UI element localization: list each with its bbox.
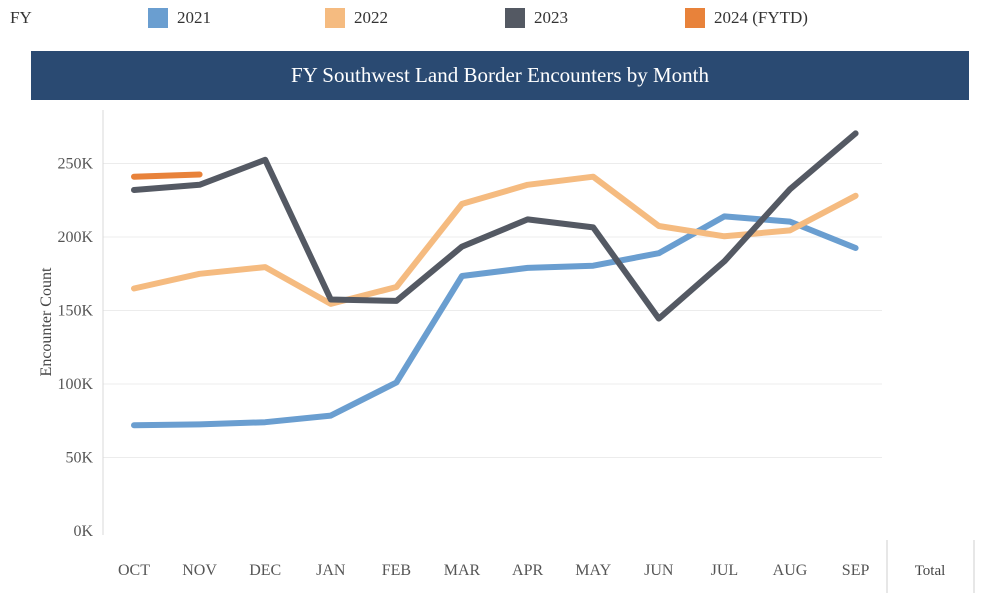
legend-item-2024[interactable]: 2024 (FYTD)	[685, 7, 808, 29]
series-lines	[131, 130, 859, 429]
y-tick-label: 50K	[65, 450, 93, 467]
x-tick-label: JAN	[316, 562, 346, 579]
y-axis-title: Encounter Count	[38, 267, 55, 376]
legend: FY 2021 2022 2023 2024 (FYTD)	[0, 0, 988, 36]
legend-label-2023: 2023	[534, 8, 568, 27]
chart-title-bar: FY Southwest Land Border Encounters by M…	[31, 51, 969, 100]
x-tick-label: NOV	[182, 562, 217, 579]
axes	[102, 110, 975, 593]
series-line-2022[interactable]	[131, 173, 859, 307]
axis-labels: 0K 50K 100K 150K 200K 250K OCT NOV DEC JAN FEB MAR A…	[38, 156, 945, 580]
y-tick-label: 0K	[73, 523, 93, 540]
series-line-2024[interactable]	[131, 171, 203, 180]
y-tick-label: 100K	[57, 376, 93, 393]
x-tick-label: MAY	[575, 562, 611, 579]
legend-item-2021[interactable]: 2021	[148, 7, 211, 29]
legend-title: FY	[10, 8, 32, 27]
gridlines	[103, 163, 882, 458]
x-tick-label: SEP	[842, 562, 870, 579]
chart-title: FY Southwest Land Border Encounters by M…	[290, 63, 709, 87]
x-tick-label: DEC	[249, 562, 281, 579]
legend-swatch-2022	[325, 8, 345, 28]
x-tick-label: JUL	[711, 562, 739, 579]
x-tick-label: FEB	[382, 562, 411, 579]
legend-label-2022: 2022	[354, 8, 388, 27]
legend-label-2021: 2021	[177, 8, 211, 27]
legend-swatch-2021	[148, 8, 168, 28]
y-tick-label: 250K	[57, 156, 93, 173]
legend-swatch-2023	[505, 8, 525, 28]
legend-swatch-2024	[685, 8, 705, 28]
y-tick-label: 200K	[57, 229, 93, 246]
series-line-2021[interactable]	[131, 213, 859, 429]
legend-item-2022[interactable]: 2022	[325, 7, 388, 29]
legend-label-2024: 2024 (FYTD)	[714, 8, 808, 27]
x-tick-label: APR	[512, 562, 543, 579]
x-tick-label: MAR	[444, 562, 481, 579]
y-tick-label: 150K	[57, 303, 93, 320]
legend-item-2023[interactable]: 2023	[505, 7, 568, 29]
x-tick-label: JUN	[644, 562, 674, 579]
series-line-2023[interactable]	[131, 130, 859, 322]
x-tick-label: AUG	[773, 562, 808, 579]
x-tick-label: OCT	[118, 562, 150, 579]
total-column-label: Total	[915, 563, 946, 579]
